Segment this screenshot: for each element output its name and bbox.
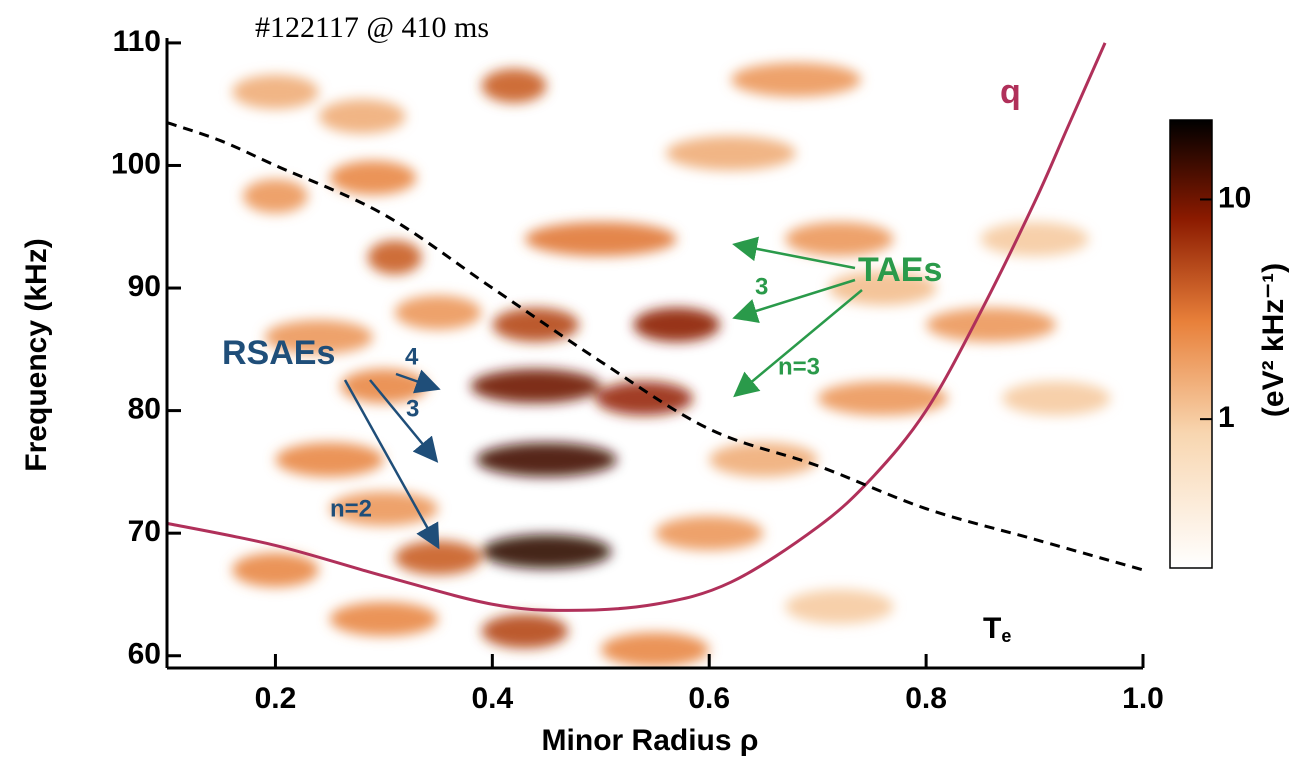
annotation: 3 — [406, 395, 419, 422]
colorbar-tick-label: 10 — [1218, 181, 1251, 214]
legend-label: Te — [983, 612, 1011, 646]
heat-cell — [481, 68, 547, 103]
y-tick-label: 100 — [111, 147, 161, 180]
annotation: 4 — [405, 343, 419, 370]
heat-cell — [785, 221, 894, 257]
legend-label: q — [1000, 73, 1021, 111]
y-axis-label: Frequency (kHz) — [20, 238, 53, 471]
x-tick-label: 0.4 — [471, 682, 513, 715]
heat-cell — [329, 601, 439, 637]
annotation: TAEs — [858, 251, 942, 289]
x-tick-label: 0.6 — [688, 682, 730, 715]
arrow — [343, 379, 440, 550]
heat-cell — [242, 178, 308, 214]
heat-cell — [709, 442, 818, 477]
heat-cell — [492, 307, 580, 342]
heat-cell — [665, 136, 796, 171]
heat-cell — [730, 62, 862, 97]
heat-cell — [394, 540, 482, 575]
heat-cell — [1002, 381, 1111, 416]
arrow — [732, 278, 856, 323]
colorbar — [1169, 119, 1213, 569]
series-line — [166, 42, 1107, 612]
annotations: TAEs 3 n=3 RSAEs 4 3 n=2 — [222, 236, 942, 550]
arrow — [733, 289, 863, 398]
axes: 60 70 80 90 100 110 0.2 0.4 0.6 0.8 1.0 — [111, 25, 1164, 715]
heat-cell — [633, 307, 721, 342]
heat-cell — [817, 381, 948, 416]
colorbar-tick-label: 1 — [1218, 401, 1235, 434]
y-tick-label: 60 — [128, 638, 161, 671]
heat-cell — [595, 381, 693, 416]
heat-cell — [600, 632, 710, 667]
series-line — [166, 121, 1144, 572]
heat-cell — [980, 221, 1089, 257]
heat-cell — [329, 160, 417, 195]
subscript: e — [1001, 626, 1011, 646]
heat-cell — [655, 516, 764, 551]
x-axis-label: Minor Radius ρ — [542, 724, 759, 757]
arrow — [732, 236, 856, 270]
arrow — [369, 379, 439, 463]
y-tick-label: 70 — [128, 515, 161, 548]
curves — [166, 42, 1144, 612]
heat-cell — [476, 442, 618, 477]
heat-cell — [785, 589, 894, 624]
heat-cell — [470, 368, 601, 404]
heatmap — [232, 62, 1111, 667]
heatmap-blobs — [232, 62, 1111, 667]
heat-cell — [926, 307, 1057, 342]
heat-cell — [524, 221, 677, 257]
annotation: RSAEs — [222, 334, 335, 372]
arrow — [395, 369, 441, 394]
chart-title: #122117 @ 410 ms — [255, 11, 489, 44]
heat-cell — [367, 240, 422, 275]
heat-cell — [481, 534, 612, 569]
y-tick-label: 110 — [113, 25, 161, 58]
y-tick-label: 80 — [128, 393, 161, 426]
x-tick-label: 1.0 — [1122, 682, 1164, 715]
annotation: 3 — [755, 273, 768, 300]
heat-cell — [232, 74, 319, 110]
x-tick-label: 0.2 — [255, 682, 297, 715]
annotation: n=3 — [778, 353, 820, 380]
annotation: n=2 — [330, 495, 372, 522]
heat-cell — [318, 99, 406, 134]
heat-cell — [264, 319, 374, 355]
y-tick-label: 90 — [128, 270, 161, 303]
heat-cell — [232, 552, 319, 588]
heat-cell — [275, 442, 384, 477]
heat-cell — [394, 295, 482, 330]
heat-cell — [481, 614, 569, 649]
colorbar-label: (eV² kHz⁻¹) — [1257, 263, 1290, 417]
x-tick-label: 0.8 — [905, 682, 947, 715]
